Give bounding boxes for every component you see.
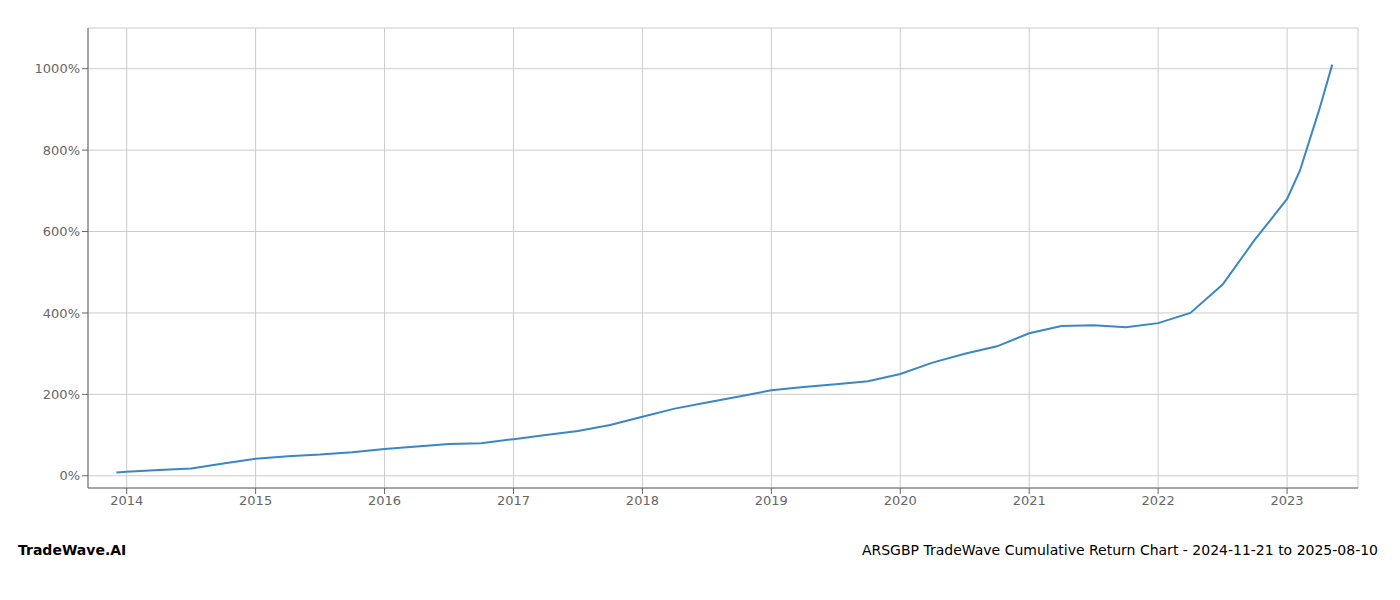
svg-text:400%: 400% (43, 306, 80, 321)
html-text:TradeWave.AI: TradeWave.AI (18, 542, 127, 558)
svg-text:2015: 2015 (239, 493, 272, 508)
svg-text:2022: 2022 (1142, 493, 1175, 508)
svg-text:2023: 2023 (1271, 493, 1304, 508)
svg-text:800%: 800% (43, 143, 80, 158)
svg-text:2019: 2019 (755, 493, 788, 508)
svg-text:0%: 0% (59, 468, 80, 483)
svg-text:2016: 2016 (368, 493, 401, 508)
svg-text:1000%: 1000% (35, 61, 80, 76)
svg-text:200%: 200% (43, 387, 80, 402)
svg-text:2014: 2014 (110, 493, 143, 508)
svg-text:2018: 2018 (626, 493, 659, 508)
svg-text:2021: 2021 (1013, 493, 1046, 508)
svg-text:2017: 2017 (497, 493, 530, 508)
html-text:ARSGBP TradeWave Cumulative Re: ARSGBP TradeWave Cumulative Return Chart… (861, 542, 1378, 558)
svg-text:2020: 2020 (884, 493, 917, 508)
svg-text:600%: 600% (43, 224, 80, 239)
